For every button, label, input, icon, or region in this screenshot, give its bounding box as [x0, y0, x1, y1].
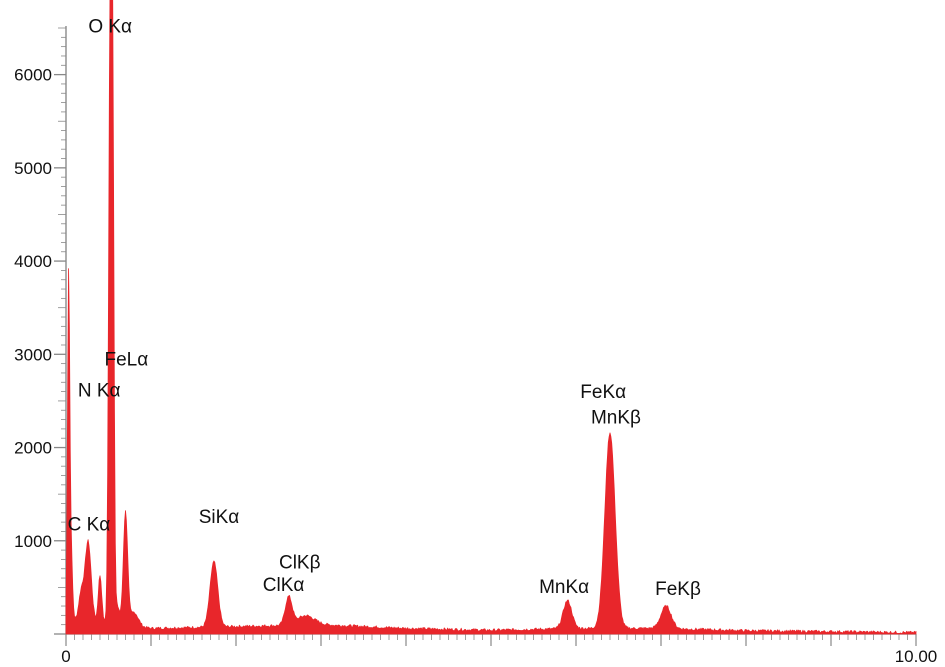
y-tick-label: 3000 — [14, 345, 52, 364]
y-tick-label: 5000 — [14, 159, 52, 178]
peak-label: MnKβ — [591, 407, 641, 428]
spectrum-area — [65, 0, 917, 635]
y-axis: 1000 2000 3000 4000 5000 6000 — [14, 26, 67, 635]
peak-label: SiKα — [199, 507, 240, 528]
peak-label: ClKα — [263, 575, 305, 596]
peak-label: FeKβ — [655, 579, 701, 600]
peak-label: ClKβ — [279, 553, 321, 574]
y-tick-label: 4000 — [14, 252, 52, 271]
peak-label: MnKα — [539, 577, 589, 598]
y-tick-label: 6000 — [14, 66, 52, 85]
peak-label: FeLα — [104, 349, 148, 370]
peak-label: N Kα — [78, 380, 121, 401]
x-tick-label: 10.00 — [895, 647, 938, 666]
peak-label: O Kα — [88, 17, 132, 38]
peak-label: C Kα — [68, 515, 111, 536]
y-tick-label: 2000 — [14, 439, 52, 458]
x-tick-label: 0 — [61, 647, 70, 666]
y-tick-label: 1000 — [14, 532, 52, 551]
peak-label: FeKα — [580, 382, 626, 403]
spectrum-series — [65, 0, 917, 635]
x-axis: 0 10.00 — [61, 633, 938, 666]
